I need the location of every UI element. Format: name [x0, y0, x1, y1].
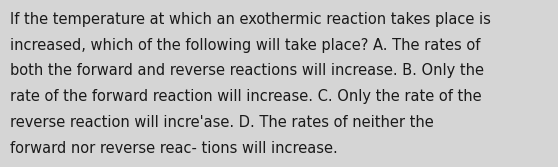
Text: forward nor reverse reac- tions will increase.: forward nor reverse reac- tions will inc… — [10, 141, 338, 156]
Text: increased, which of the following will take place? A. The rates of: increased, which of the following will t… — [10, 38, 480, 53]
Text: rate of the forward reaction will increase. C. Only the rate of the: rate of the forward reaction will increa… — [10, 89, 482, 104]
Text: If the temperature at which an exothermic reaction takes place is: If the temperature at which an exothermi… — [10, 12, 491, 27]
Text: reverse reaction will incre'ase. D. The rates of neither the: reverse reaction will incre'ase. D. The … — [10, 115, 434, 130]
Text: both the forward and reverse reactions will increase. B. Only the: both the forward and reverse reactions w… — [10, 63, 484, 78]
